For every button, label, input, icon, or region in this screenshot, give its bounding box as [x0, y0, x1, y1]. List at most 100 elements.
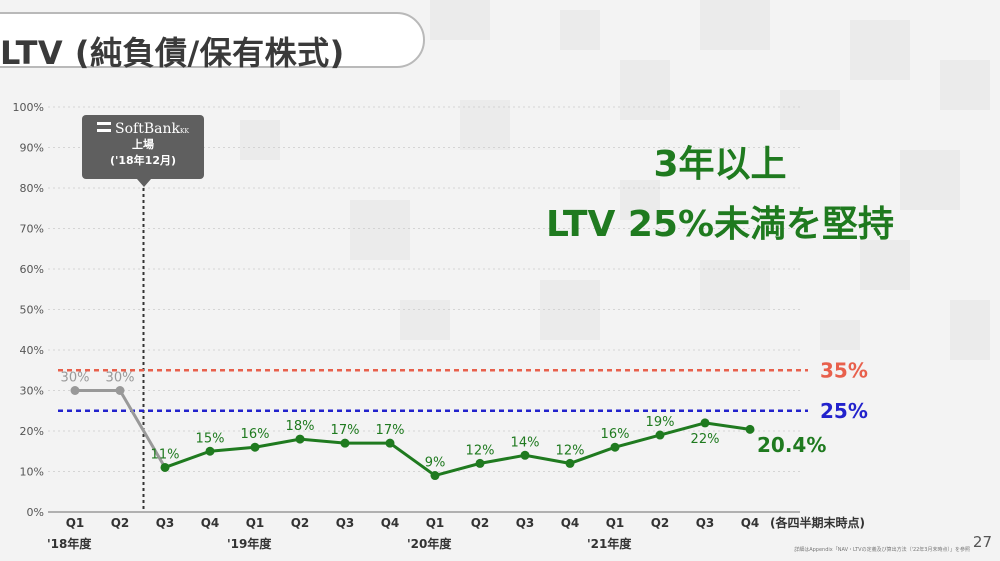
x-tick-label: Q1: [606, 516, 625, 530]
background-tile: [950, 300, 990, 360]
background-tile: [400, 300, 450, 340]
x-tick-label: Q4: [201, 516, 220, 530]
softbank-logo-suffix: KK: [180, 128, 189, 135]
y-tick-label: 0%: [27, 506, 44, 519]
data-label: 30%: [61, 371, 90, 386]
data-point: [520, 450, 530, 460]
ltv-line: [164, 421, 751, 478]
background-tile: [850, 20, 910, 80]
final-value-label: 20.4%: [757, 433, 826, 457]
background-tile: [900, 150, 960, 210]
data-label: 16%: [241, 427, 270, 442]
x-tick-label: Q2: [291, 516, 310, 530]
background-tile: [540, 280, 600, 340]
data-point: [430, 471, 440, 481]
data-point: [115, 386, 125, 395]
background-tile: [620, 180, 660, 220]
x-tick-label: Q4: [381, 516, 400, 530]
x-tick-label: Q3: [156, 516, 175, 530]
headline: 3年以上 LTV 25%未満を堅持: [520, 135, 920, 255]
data-point: [340, 438, 350, 448]
data-point: [655, 430, 665, 440]
data-label: 12%: [556, 443, 585, 458]
year-label: '18年度: [47, 536, 92, 551]
y-tick-label: 80%: [20, 182, 44, 195]
headline-line1: 3年以上: [653, 144, 787, 185]
data-label: 30%: [106, 371, 135, 386]
reference-line-label: 35%: [820, 358, 868, 382]
page-title: LTV (純負債/保有株式): [0, 34, 345, 72]
background-tile: [860, 240, 910, 290]
x-tick-label: Q4: [561, 516, 580, 530]
data-point: [610, 442, 620, 452]
data-point: [160, 462, 170, 472]
data-point: [205, 446, 215, 456]
data-point: [475, 458, 485, 468]
data-label: 14%: [511, 435, 540, 450]
background-tile: [780, 90, 840, 130]
data-label: 17%: [331, 423, 360, 438]
year-label: '21年度: [587, 536, 632, 551]
listing-label: 上場: [132, 138, 154, 151]
y-tick-label: 100%: [13, 101, 44, 114]
data-point: [385, 438, 395, 448]
data-label: 22%: [691, 432, 720, 447]
data-point: [295, 434, 305, 444]
x-tick-label: Q1: [66, 516, 85, 530]
year-label: '20年度: [407, 536, 452, 551]
data-label: 15%: [196, 431, 225, 446]
data-point: [70, 386, 80, 395]
data-point: [745, 424, 755, 434]
listing-callout: SoftBankKK 上場 ('18年12月): [82, 115, 204, 187]
background-tile: [430, 0, 490, 40]
y-tick-label: 60%: [20, 263, 44, 276]
x-tick-label: Q1: [246, 516, 265, 530]
page-number: 27: [972, 533, 992, 551]
y-tick-label: 20%: [20, 425, 44, 438]
x-tick-label: Q1: [426, 516, 445, 530]
background-tile: [700, 0, 770, 50]
year-label: '19年度: [227, 536, 272, 551]
footnote: 詳細はAppendix「NAV・LTVの定義及び算出方法（'22年3月末時点）」…: [794, 547, 970, 553]
data-label: 12%: [466, 443, 495, 458]
x-tick-label: Q3: [516, 516, 535, 530]
data-label: 9%: [425, 456, 446, 471]
background-tile: [620, 60, 670, 120]
data-label: 19%: [646, 415, 675, 430]
x-tick-label: Q3: [696, 516, 715, 530]
softbank-bars-icon: [97, 122, 112, 132]
x-tick-label: Q2: [111, 516, 130, 530]
data-label: 11%: [151, 447, 180, 462]
background-tile: [240, 120, 280, 160]
data-point: [700, 418, 710, 428]
x-tick-label: Q3: [336, 516, 355, 530]
y-tick-label: 10%: [20, 466, 44, 479]
y-tick-label: 90%: [20, 142, 44, 155]
data-label: 18%: [286, 419, 315, 434]
y-tick-label: 40%: [20, 344, 44, 357]
softbank-logo: SoftBankKK: [82, 121, 204, 137]
x-axis-note: (各四半期末時点): [770, 515, 865, 530]
x-tick-label: Q4: [741, 516, 760, 530]
background-tile: [700, 260, 770, 310]
background-tile: [820, 320, 860, 350]
data-label: 17%: [376, 423, 405, 438]
background-tile: [350, 200, 410, 260]
background-tile: [460, 100, 510, 150]
y-tick-label: 70%: [20, 223, 44, 236]
x-tick-label: Q2: [471, 516, 490, 530]
background-tile: [560, 10, 600, 50]
title-banner: LTV (純負債/保有株式): [0, 12, 425, 72]
listing-date: ('18年12月): [109, 154, 177, 167]
data-point: [565, 458, 575, 468]
y-tick-label: 50%: [20, 304, 44, 317]
reference-line-label: 25%: [820, 399, 868, 423]
background-tile: [940, 60, 990, 110]
x-tick-label: Q2: [651, 516, 670, 530]
headline-line2: LTV 25%未満を堅持: [545, 204, 895, 245]
y-tick-label: 30%: [20, 385, 44, 398]
data-point: [250, 442, 260, 452]
data-label: 16%: [601, 427, 630, 442]
softbank-logo-text: SoftBank: [115, 121, 180, 137]
